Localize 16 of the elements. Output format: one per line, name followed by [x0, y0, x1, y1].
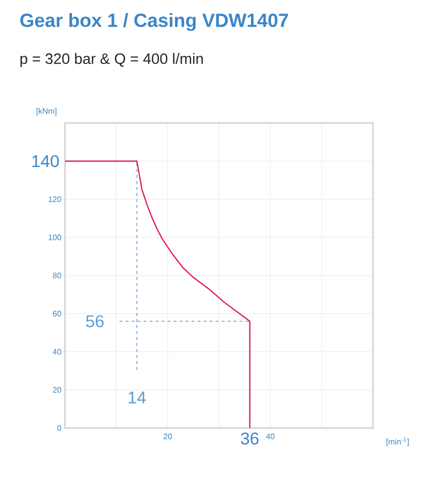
y-tick-label: 20 — [52, 387, 62, 393]
x-axis-title: [min$^{-1}$] — [386, 438, 409, 446]
y-tick-label: 100 — [48, 234, 62, 240]
y-axis-title: [kNm] — [36, 108, 56, 116]
ref-line-label: 14 — [128, 392, 146, 404]
annotation: 36 — [240, 432, 258, 445]
y-tick-label: 0 — [57, 425, 62, 431]
annotation: 140 — [32, 155, 59, 168]
y-tick-label: 120 — [48, 196, 62, 202]
y-tick-label: 60 — [52, 310, 62, 316]
y-tick-label: 40 — [52, 348, 62, 355]
line-series — [64, 160, 250, 429]
y-tick-label: 80 — [52, 272, 62, 278]
chart-title: Gear box 1 / Casing VDW1407 — [20, 13, 288, 31]
ref-line-label: 56 — [86, 315, 104, 328]
chart-subtitle: p = 320 bar & Q = 400 l/min — [20, 53, 203, 67]
